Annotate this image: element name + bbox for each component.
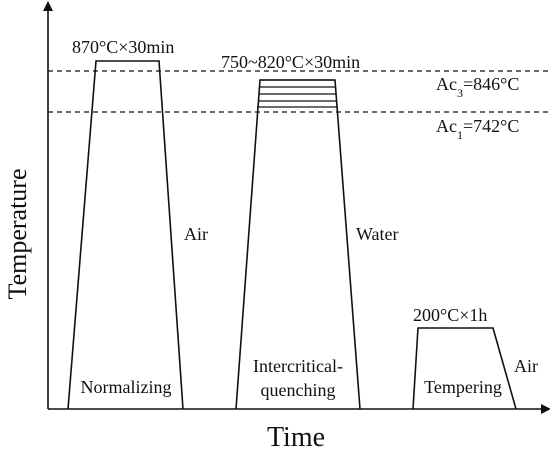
quenching-stage-label-line2: quenching: [261, 380, 336, 400]
quenching-cooling-label: Water: [356, 224, 399, 244]
normalizing-profile: [67, 60, 184, 410]
tempering-stage-label: Tempering: [424, 377, 502, 397]
y-axis-title: Temperature: [3, 169, 32, 300]
x-axis-title: Time: [267, 422, 325, 453]
normalizing-cooling-label: Air: [184, 224, 208, 244]
tempering-hold-label: 200°C×1h: [413, 305, 487, 325]
normalizing-hold-label: 870°C×30min: [72, 37, 174, 57]
quenching-stage-label-line1: Intercritical-: [253, 356, 343, 376]
quenching-hold-levels: [257, 79, 338, 108]
quenching-hold-label: 750~820°C×30min: [221, 52, 360, 72]
ac3-label: Ac3=846°C: [436, 74, 519, 100]
tempering-profile: [412, 327, 517, 410]
tempering-cooling-label: Air: [514, 356, 538, 376]
normalizing-stage-label: Normalizing: [81, 377, 172, 397]
ac1-label: Ac1=742°C: [436, 116, 519, 142]
